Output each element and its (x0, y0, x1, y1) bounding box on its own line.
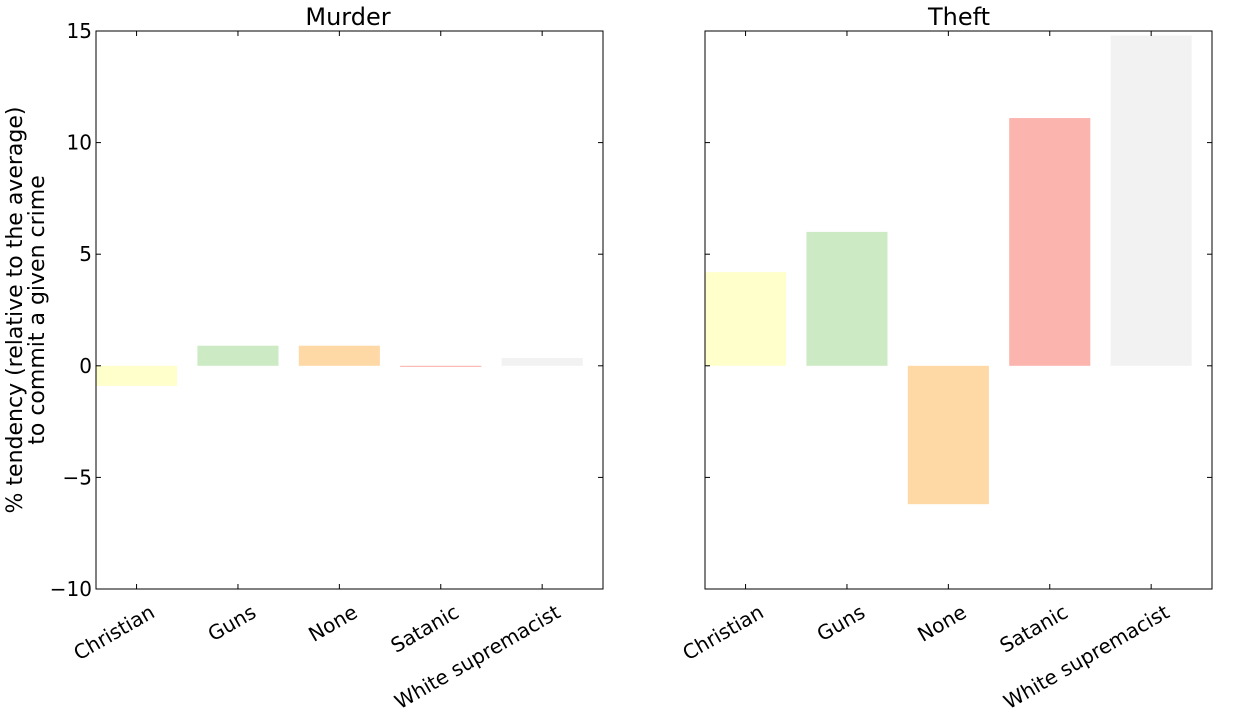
murder-y-tick-label: −10 (50, 577, 92, 601)
murder-panel-title: Murder (305, 3, 390, 31)
murder-x-tick-label: Christian (69, 600, 158, 665)
murder-panel: Murder 15 10 5 0 −5 −10 Christian Guns None Sata… (50, 3, 604, 710)
murder-bars (96, 345, 583, 386)
murder-plot-frame (95, 30, 604, 590)
murder-y-tick-label: 15 (67, 19, 92, 43)
murder-x-tick-label: White supremacist (390, 600, 564, 710)
theft-bar-none (907, 365, 989, 505)
theft-bar-white-supremacist (1110, 35, 1192, 366)
theft-x-tick-label: Christian (678, 600, 767, 665)
theft-bars (705, 35, 1192, 505)
theft-plot-frame (704, 30, 1213, 590)
murder-y-tick-label: 10 (67, 131, 92, 155)
theft-x-tick-label: White supremacist (999, 600, 1173, 710)
murder-y-tick-label: 0 (79, 354, 92, 378)
murder-y-tick-label: 5 (79, 242, 92, 266)
y-axis-label-line2: to commit a given crime (25, 175, 50, 445)
murder-bar-none (298, 345, 380, 366)
murder-ticks (96, 30, 603, 590)
theft-panel-title: Theft (927, 3, 990, 31)
murder-bar-satanic (400, 365, 482, 367)
theft-bar-satanic (1009, 118, 1091, 366)
murder-bar-guns (197, 345, 279, 366)
murder-x-tick-label: None (304, 600, 361, 647)
murder-y-tick-label: −5 (63, 465, 92, 489)
theft-bar-christian (705, 272, 787, 366)
theft-x-tick-label: None (913, 600, 970, 647)
theft-x-tick-label: Satanic (996, 600, 1072, 658)
murder-y-tick-labels: 15 10 5 0 −5 −10 (50, 19, 92, 601)
theft-x-tick-label: Guns (813, 600, 869, 646)
y-axis-label-line1: % tendency (relative to the average) (3, 107, 28, 514)
murder-x-tick-label: Guns (204, 600, 260, 646)
theft-bar-guns (806, 231, 888, 366)
murder-bar-christian (96, 365, 178, 386)
murder-x-tick-label: Satanic (387, 600, 463, 658)
murder-bar-white-supremacist (501, 357, 583, 366)
